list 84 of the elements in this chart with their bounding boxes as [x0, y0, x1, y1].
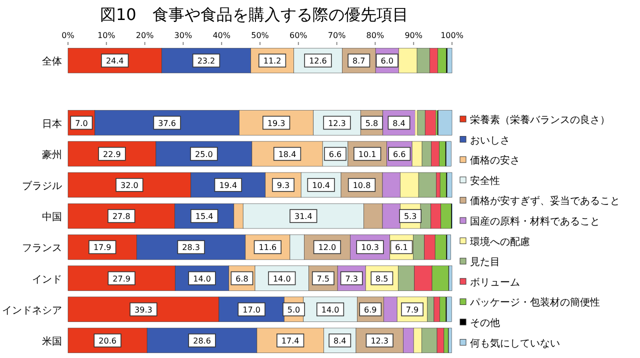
data-label: 6.9 — [364, 305, 377, 314]
data-label: 37.6 — [158, 118, 176, 128]
data-label: 32.0 — [120, 180, 138, 190]
data-label: 8.7 — [352, 56, 366, 66]
data-label: 31.4 — [294, 212, 312, 222]
legend-label: 栄養素（栄養バランスの良さ） — [470, 114, 610, 126]
y-tick-label: 全体 — [42, 56, 62, 68]
legend-label: 国産の原料・材料であること — [470, 216, 600, 228]
data-label: 20.6 — [98, 336, 116, 346]
data-label: 7.9 — [406, 305, 419, 314]
data-label: 39.3 — [134, 305, 152, 314]
chart-title: 図10 食事や食品を購入する際の優先項目 — [100, 5, 408, 24]
data-label: 14.0 — [321, 305, 340, 314]
legend-label: 見た目 — [470, 257, 500, 268]
data-label: 19.3 — [267, 118, 286, 128]
x-tick-label: 80% — [366, 31, 384, 40]
data-label: 19.4 — [219, 180, 238, 190]
data-label: 27.9 — [112, 274, 130, 284]
data-label: 5.3 — [404, 212, 417, 222]
data-label: 8.4 — [334, 336, 346, 346]
data-label: 10.1 — [358, 150, 376, 159]
legend-label: 環境への配慮 — [470, 236, 530, 248]
data-label: 12.6 — [309, 56, 327, 66]
data-label: 18.4 — [278, 150, 296, 159]
data-label: 28.3 — [182, 243, 200, 252]
y-tick-label: 日本 — [42, 118, 62, 130]
x-tick-label: 90% — [404, 31, 423, 40]
data-label: 11.6 — [258, 243, 277, 252]
data-label: 6.0 — [380, 56, 394, 66]
data-label: 7.0 — [75, 118, 88, 128]
x-tick-label: 50% — [251, 31, 270, 40]
data-label: 12.3 — [370, 336, 389, 346]
data-label: 6.6 — [393, 150, 406, 159]
x-tick-label: 70% — [328, 31, 346, 40]
legend-label: 何も気にしていない — [470, 338, 560, 350]
data-label: 22.9 — [103, 150, 121, 159]
data-label: 9.3 — [276, 180, 290, 190]
legend-label: おいしさ — [470, 135, 510, 146]
legend-label: ボリューム — [470, 277, 520, 288]
legend-label: その他 — [470, 317, 500, 329]
data-label: 24.4 — [106, 56, 124, 66]
data-label: 12.0 — [318, 243, 336, 252]
data-label: 17.4 — [281, 336, 300, 346]
data-label: 8.5 — [376, 274, 388, 284]
y-tick-label: フランス — [22, 243, 62, 254]
data-label: 5.8 — [365, 118, 378, 128]
data-label: 25.0 — [195, 150, 213, 159]
y-tick-label: 米国 — [42, 335, 62, 348]
data-label: 11.2 — [263, 56, 282, 66]
legend-label: パッケージ・包装材の簡便性 — [469, 296, 600, 309]
data-label: 14.0 — [193, 274, 211, 284]
x-tick-label: 20% — [136, 31, 154, 40]
data-label: 10.8 — [352, 180, 371, 190]
data-label: 12.3 — [328, 118, 346, 128]
data-label: 6.6 — [328, 150, 342, 159]
data-label: 14.0 — [272, 274, 291, 284]
legend-label: 価格が安すぎず、妥当であること — [470, 195, 620, 208]
data-label: 7.3 — [345, 274, 358, 284]
y-tick-label: インドネシア — [2, 305, 62, 316]
data-label: 17.0 — [242, 305, 260, 314]
y-tick-label: 中国 — [42, 211, 62, 224]
data-label: 6.1 — [395, 243, 408, 252]
y-tick-label: インド — [32, 274, 62, 286]
data-label: 5.0 — [287, 305, 300, 314]
y-tick-label: ブラジル — [22, 180, 62, 192]
x-tick-label: 100% — [440, 31, 464, 40]
data-label: 7.5 — [316, 274, 330, 284]
data-label: 17.9 — [93, 243, 112, 252]
legend-label: 価格の安さ — [470, 154, 520, 167]
data-label: 10.4 — [312, 180, 330, 190]
legend-label: 安全性 — [470, 174, 500, 187]
data-label: 15.4 — [195, 212, 214, 222]
data-label: 6.8 — [236, 274, 248, 284]
x-tick-label: 40% — [212, 31, 231, 40]
x-tick-label: 60% — [290, 31, 308, 40]
data-label: 23.2 — [197, 56, 216, 66]
x-tick-label: 30% — [174, 31, 192, 40]
data-label: 27.8 — [112, 212, 130, 222]
data-label: 10.3 — [361, 243, 379, 252]
x-tick-label: 10% — [98, 31, 116, 40]
x-tick-label: 0% — [62, 31, 75, 40]
data-label: 28.6 — [193, 336, 211, 346]
y-tick-label: 豪州 — [42, 148, 62, 161]
data-label: 8.4 — [392, 118, 406, 128]
